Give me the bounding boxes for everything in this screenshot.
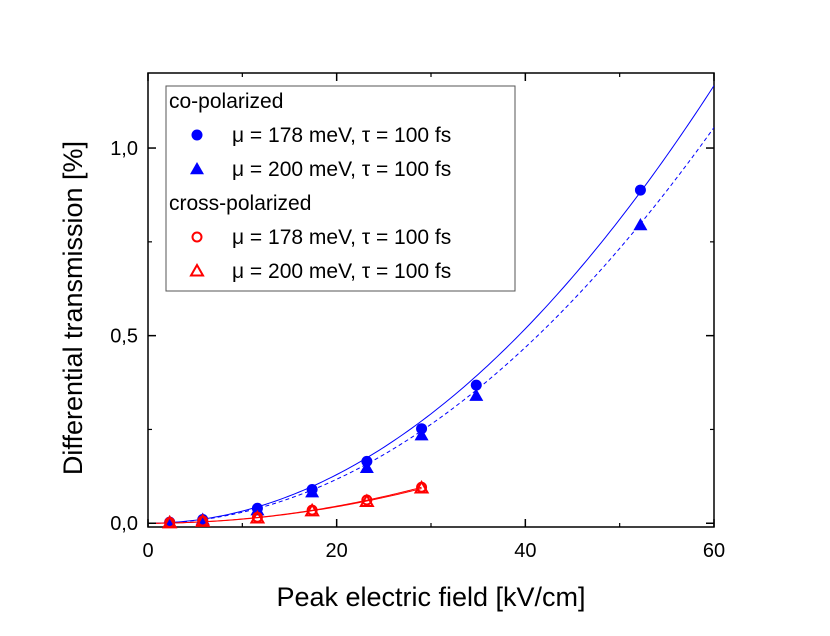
fit-curves bbox=[148, 85, 714, 524]
fit-curve bbox=[148, 488, 422, 524]
legend: co-polarized μ = 178 meV, τ = 100 fs μ =… bbox=[165, 85, 516, 292]
x-tick-label: 40 bbox=[514, 540, 536, 562]
data-point bbox=[305, 485, 320, 498]
data-point bbox=[250, 503, 265, 516]
data-point bbox=[304, 502, 320, 517]
data-point bbox=[359, 493, 375, 507]
legend-entry-label: μ = 178 meV, τ = 100 fs bbox=[232, 226, 451, 249]
legend-markers bbox=[189, 129, 205, 277]
legend-marker bbox=[190, 162, 204, 175]
data-point bbox=[413, 479, 430, 494]
legend-entry-label: μ = 200 meV, τ = 100 fs bbox=[232, 158, 451, 181]
data-points bbox=[161, 184, 648, 529]
data-point bbox=[634, 184, 646, 196]
fit-curve bbox=[148, 127, 714, 524]
legend-marker bbox=[191, 231, 203, 243]
data-point bbox=[470, 379, 482, 391]
y-tick-label: 1,0 bbox=[110, 138, 138, 160]
y-axis-label: Differential transmission [%] bbox=[58, 141, 88, 475]
legend-group-title: co-polarized bbox=[169, 90, 283, 113]
data-point bbox=[194, 513, 211, 527]
x-tick-label: 60 bbox=[703, 540, 725, 562]
x-tick-label: 0 bbox=[142, 540, 153, 562]
legend-box bbox=[165, 85, 516, 292]
legend-group-title: cross-polarized bbox=[169, 192, 311, 215]
tick-labels: 0 20 40 60 0,0 0,5 1,0 bbox=[110, 138, 725, 562]
data-point bbox=[633, 217, 648, 231]
legend-entry-label: μ = 178 meV, τ = 100 fs bbox=[232, 124, 451, 147]
data-point bbox=[469, 388, 484, 401]
data-point bbox=[161, 514, 178, 529]
legend-marker bbox=[191, 129, 203, 141]
data-point bbox=[359, 460, 374, 473]
x-tick-label: 20 bbox=[326, 540, 348, 562]
data-point bbox=[249, 509, 266, 524]
fit-curve bbox=[148, 85, 714, 524]
legend-entry-label: μ = 200 meV, τ = 100 fs bbox=[232, 260, 451, 283]
fit-curve bbox=[148, 486, 422, 524]
y-tick-label: 0,0 bbox=[110, 513, 138, 535]
data-point bbox=[414, 428, 429, 441]
x-axis-label: Peak electric field [kV/cm] bbox=[276, 582, 585, 612]
y-tick-label: 0,5 bbox=[110, 326, 138, 348]
legend-marker bbox=[189, 262, 205, 277]
axis-ticks bbox=[147, 73, 715, 527]
